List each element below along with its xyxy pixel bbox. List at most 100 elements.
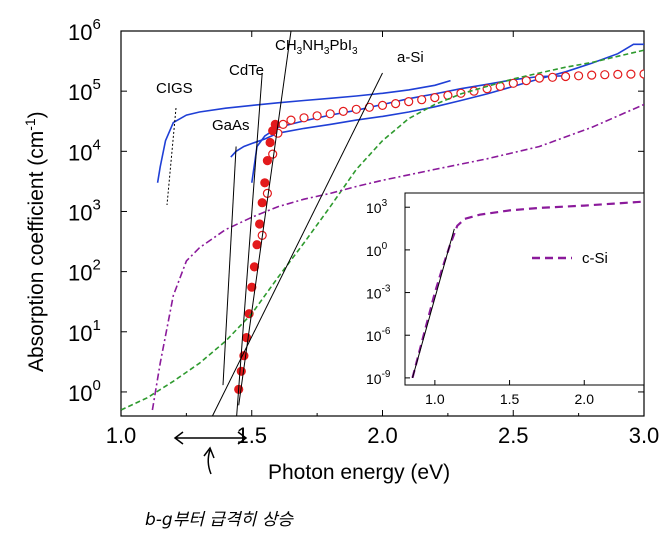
series-line-cigs — [156, 79, 451, 183]
label-asi: a-Si — [397, 49, 424, 66]
data-point-ch3nh3pbi3-23 — [521, 75, 531, 86]
data-point-ch3nh3pbi3-12 — [265, 137, 275, 148]
fit-line-gaas — [222, 146, 237, 386]
y-tick-exp: 5 — [92, 76, 100, 93]
fit-lines-layer — [212, 31, 383, 416]
data-point-ch3nh3pbi3-24 — [534, 73, 545, 83]
data-point-ch3nh3pbi3-31 — [626, 69, 636, 79]
data-point-ch3nh3pbi3-15 — [417, 95, 427, 105]
data-point-ch3nh3pbi3-26 — [560, 71, 571, 82]
mapbi-part2: NH — [302, 37, 324, 54]
y-tick-exp: 1 — [92, 317, 100, 334]
series-line-csi — [151, 103, 644, 411]
inset-y-tick-base: 10 — [366, 371, 382, 387]
data-point-ch3nh3pbi3-5 — [247, 282, 257, 292]
y-tick-label: 106 — [68, 16, 101, 45]
data-point-ch3nh3pbi3-30 — [613, 69, 623, 80]
data-point-ch3nh3pbi3-28 — [587, 70, 597, 80]
y-tick-exp: 6 — [92, 16, 100, 33]
y-tick-exp: 3 — [92, 196, 100, 213]
label-cigs: CIGS — [156, 80, 193, 97]
x-axis-title: Photon energy (eV) — [268, 461, 450, 484]
data-point-ch3nh3pbi3-6 — [299, 113, 309, 123]
inset-y-tick-exp: -3 — [382, 284, 391, 295]
y-tick-label: 101 — [68, 317, 101, 346]
data-point-ch3nh3pbi3-3 — [241, 333, 252, 343]
hand-arrow-up — [203, 446, 215, 475]
y-tick-label: 102 — [68, 257, 101, 286]
data-point-ch3nh3pbi3-4 — [278, 119, 288, 130]
y-tick-exp: 0 — [92, 377, 100, 394]
data-point-ch3nh3pbi3-5 — [286, 115, 296, 125]
series-line-gaas — [230, 43, 644, 158]
inset-y-tick-base: 10 — [366, 286, 382, 302]
inset-y-tick-exp: 3 — [382, 198, 388, 209]
series-line-asi — [121, 49, 644, 411]
inset-series-layer — [411, 200, 644, 379]
y-axis-title-main: Absorption coefficient (cm — [25, 131, 48, 372]
inset-series-line-csi — [411, 200, 644, 379]
data-point-ch3nh3pbi3-8 — [255, 219, 265, 229]
inset-y-tick-label: 100 — [366, 241, 388, 259]
data-point-ch3nh3pbi3-7 — [252, 240, 262, 250]
y-tick-base: 10 — [68, 140, 92, 165]
data-point-ch3nh3pbi3-16 — [430, 92, 440, 103]
data-point-ch3nh3pbi3-25 — [547, 72, 558, 82]
y-axis-title-exp: -1 — [22, 118, 38, 131]
inset-y-tick-base: 10 — [366, 328, 382, 344]
handwritten-note: b-g부터 급격히 상승 — [145, 510, 294, 530]
inset-y-tick-label: 103 — [366, 198, 388, 216]
y-tick-base: 10 — [68, 381, 92, 406]
data-point-ch3nh3pbi3-14 — [404, 96, 414, 107]
data-point-ch3nh3pbi3-10 — [260, 178, 270, 188]
data-point-ch3nh3pbi3-21 — [495, 81, 505, 92]
data-point-ch3nh3pbi3-11 — [262, 156, 272, 166]
data-point-ch3nh3pbi3-10 — [351, 104, 361, 114]
inset-x-tick-label: 2.0 — [575, 391, 595, 407]
inset-panel — [404, 192, 645, 386]
inset-y-tick-exp: -6 — [382, 326, 391, 337]
inset-y-tick-label: 10-9 — [366, 369, 391, 387]
y-tick-base: 10 — [68, 20, 92, 45]
data-point-ch3nh3pbi3-12 — [377, 100, 388, 111]
inset-y-tick-label: 10-6 — [366, 326, 391, 344]
mapbi-sub2: 3 — [324, 46, 330, 57]
inset-x-tick-label: 1.5 — [500, 391, 520, 407]
label-mapbi: CH3NH3PbI3 — [275, 37, 358, 57]
data-point-ch3nh3pbi3-9 — [257, 198, 267, 208]
y-tick-exp: 4 — [92, 136, 100, 153]
main-series-layer — [121, 43, 644, 411]
x-tick-label: 3.0 — [629, 423, 660, 448]
data-point-ch3nh3pbi3-22 — [508, 78, 518, 88]
mapbi-sub3: 3 — [352, 46, 358, 57]
y-tick-base: 10 — [68, 200, 92, 225]
x-tick-label: 2.5 — [498, 423, 529, 448]
mapbi-sub1: 3 — [297, 46, 303, 57]
data-point-ch3nh3pbi3-17 — [443, 90, 453, 101]
fit-line-asi — [212, 72, 383, 416]
data-point-ch3nh3pbi3-7 — [312, 111, 322, 121]
inset-x-tick-label: 1.0 — [425, 391, 445, 407]
y-tick-label: 103 — [68, 196, 101, 225]
y-tick-base: 10 — [68, 80, 92, 105]
inset-fit-line — [411, 228, 455, 379]
x-tick-label: 1.0 — [106, 423, 137, 448]
y-tick-label: 105 — [68, 76, 101, 105]
inset-y-tick-label: 10-3 — [366, 284, 391, 302]
inset-y-tick-exp: 0 — [382, 241, 388, 252]
y-axis-title: Absorption coefficient (cm-1) — [22, 111, 48, 372]
data-point-ch3nh3pbi3-2 — [268, 149, 278, 159]
data-point-ch3nh3pbi3-8 — [325, 109, 335, 119]
inset-y-tick-base: 10 — [366, 200, 382, 216]
y-axis-title-close: ) — [25, 111, 48, 118]
y-tick-base: 10 — [68, 321, 92, 346]
label-gaas: GaAs — [212, 117, 250, 134]
x-tick-label: 2.0 — [367, 423, 398, 448]
label-cdte: CdTe — [229, 62, 264, 79]
data-point-ch3nh3pbi3-1 — [262, 188, 272, 198]
hand-arrow-left — [173, 431, 248, 445]
mapbi-part3: PbI — [329, 37, 352, 54]
data-point-ch3nh3pbi3-27 — [573, 71, 584, 81]
y-tick-exp: 2 — [92, 257, 100, 274]
